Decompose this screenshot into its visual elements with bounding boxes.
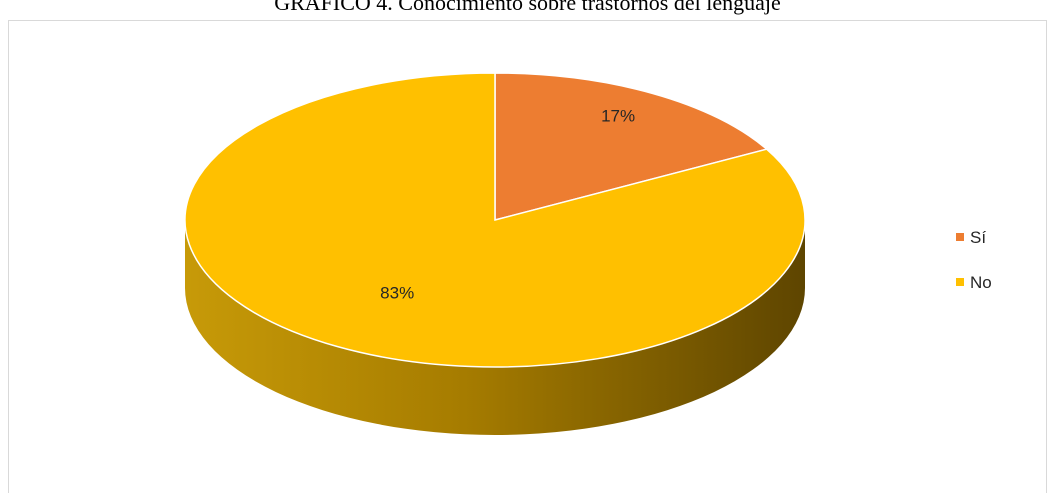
legend-label-no: No (970, 273, 992, 292)
data-label-no: 83% (380, 283, 414, 302)
legend-swatch-no (956, 278, 964, 286)
pie-side-no (185, 220, 805, 435)
legend-label-s-: Sí (970, 228, 986, 247)
legend-swatch-s- (956, 233, 964, 241)
data-label-s-: 17% (601, 106, 635, 125)
pie-slice-no (184, 72, 806, 368)
pie-slice-s- (494, 72, 769, 221)
chart-title: GRÁFICO 4. Conocimiento sobre trastornos… (274, 0, 781, 15)
